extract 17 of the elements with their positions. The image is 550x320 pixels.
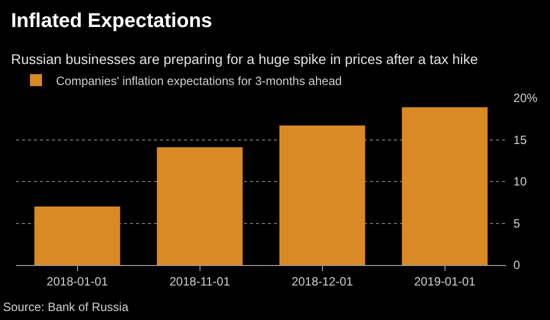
y-tick-label: 0: [513, 258, 520, 272]
x-tick-label: 2018-11-01: [170, 274, 230, 288]
chart-subtitle: Russian businesses are preparing for a huge spike in prices after a tax hike: [11, 51, 478, 67]
legend-label: Companies' inflation expectations for 3-months ahead: [56, 74, 342, 88]
y-tick-label: 20%: [513, 91, 538, 106]
bar: [402, 107, 488, 265]
source-note: Source: Bank of Russia: [3, 300, 129, 314]
chart-title: Inflated Expectations: [11, 10, 212, 32]
bar: [156, 147, 243, 265]
y-tick-label: 10: [513, 174, 528, 189]
y-tick-label: 15: [513, 132, 528, 147]
y-tick-label: 5: [513, 216, 520, 230]
x-tick-label: 2018-12-01: [292, 274, 354, 288]
bar: [34, 206, 120, 265]
bar: [279, 126, 366, 265]
x-tick-label: 2019-01-01: [414, 274, 476, 288]
x-tick-label: 2018-01-01: [46, 274, 108, 288]
